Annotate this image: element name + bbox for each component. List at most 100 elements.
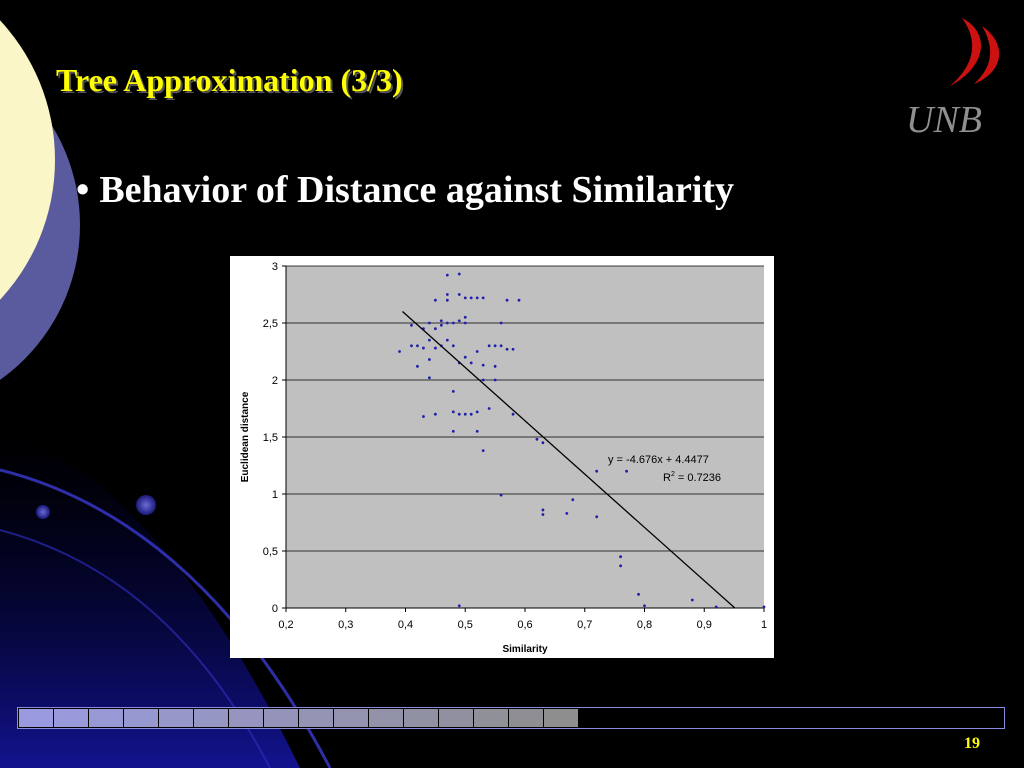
data-point xyxy=(475,350,479,353)
progress-segment xyxy=(194,709,228,727)
data-point xyxy=(487,344,491,348)
data-point xyxy=(433,412,437,416)
data-point xyxy=(451,344,455,348)
data-point xyxy=(625,469,628,473)
scatter-chart-svg: 0 0,5 1 1,5 2 2,5 3 0,2 0,3 0,4 0,5 0,6 0,7 0,8 0,9 1 y… xyxy=(240,261,767,655)
x-tick-label: 0,3 xyxy=(338,619,353,631)
y-tick-label: 0 xyxy=(272,603,278,615)
data-point xyxy=(714,605,718,609)
data-point xyxy=(445,338,449,342)
progress-segment xyxy=(159,709,193,727)
data-point xyxy=(487,407,491,410)
data-point xyxy=(451,321,455,325)
progress-segment xyxy=(404,709,438,727)
r-squared-exponent: 2 xyxy=(671,471,675,478)
data-point xyxy=(433,298,437,302)
data-point xyxy=(469,412,473,416)
data-point xyxy=(433,327,437,331)
progress-segment xyxy=(369,709,403,727)
x-tick-label: 0,7 xyxy=(577,619,592,631)
data-point xyxy=(541,513,545,516)
data-point xyxy=(457,604,461,608)
data-point xyxy=(445,298,449,302)
data-point xyxy=(493,344,497,348)
data-point xyxy=(511,347,515,351)
data-point xyxy=(422,415,425,418)
data-point xyxy=(481,378,485,382)
data-point xyxy=(493,378,497,382)
data-point xyxy=(439,319,443,323)
data-point xyxy=(439,323,443,327)
data-point xyxy=(643,604,646,608)
data-point xyxy=(445,321,449,325)
data-point xyxy=(565,511,569,515)
grid-lines xyxy=(282,265,765,612)
data-point xyxy=(481,296,485,300)
data-point xyxy=(463,321,467,325)
data-point xyxy=(463,412,467,416)
data-point xyxy=(535,437,539,441)
r-squared-value: = 0.7236 xyxy=(675,472,721,484)
progress-segment xyxy=(544,709,578,727)
y-tick-label: 0,5 xyxy=(263,546,278,558)
x-tick-label: 0,6 xyxy=(517,619,532,631)
data-point xyxy=(416,344,419,348)
logo-text: UNB xyxy=(906,99,982,141)
data-point xyxy=(463,296,467,300)
data-point xyxy=(505,347,509,351)
data-point xyxy=(475,296,479,300)
data-point xyxy=(416,364,419,368)
trendline-equation: y = -4.676x + 4.4477 xyxy=(608,454,709,466)
y-tick-label: 2 xyxy=(272,375,278,387)
data-point xyxy=(457,293,461,296)
page-number: 19 xyxy=(964,735,980,752)
slide-title: Tree Approximation (3/3) xyxy=(56,62,403,98)
data-point xyxy=(428,338,431,342)
x-tick-label: 0,5 xyxy=(458,619,473,631)
progress-segment xyxy=(509,709,543,727)
trendline xyxy=(402,311,736,609)
data-point xyxy=(511,412,515,416)
slide-progress-bar xyxy=(17,707,1005,729)
y-axis-label: Euclidean distance xyxy=(240,391,251,482)
x-tick-label: 0,8 xyxy=(637,619,652,631)
data-point xyxy=(457,412,461,416)
x-tick-label: 0,9 xyxy=(697,619,712,631)
data-points xyxy=(398,272,766,609)
bullet-text: Behavior of Distance against Similarity xyxy=(99,169,735,211)
y-tick-label: 1,5 xyxy=(263,432,278,444)
y-tick-label: 2,5 xyxy=(263,318,278,330)
data-point xyxy=(499,344,503,348)
data-point xyxy=(457,319,461,323)
progress-segment xyxy=(89,709,123,727)
data-point xyxy=(451,410,455,414)
data-point xyxy=(445,293,449,296)
unb-logo: UNB xyxy=(900,14,1012,141)
y-tick-label: 3 xyxy=(272,261,278,273)
data-point xyxy=(451,429,455,433)
x-tick-label: 0,4 xyxy=(398,619,413,631)
data-point xyxy=(481,363,485,367)
data-point xyxy=(475,410,479,414)
bullet-marker: • xyxy=(76,169,90,211)
progress-segment xyxy=(19,709,53,727)
data-point xyxy=(469,361,473,365)
data-point xyxy=(475,429,479,433)
x-tick-label: 1 xyxy=(761,619,767,631)
r-squared-prefix: R xyxy=(663,472,671,484)
data-point xyxy=(428,376,431,380)
progress-segment xyxy=(54,709,88,727)
data-point xyxy=(422,346,425,350)
data-point xyxy=(428,358,431,361)
progress-segment xyxy=(124,709,158,727)
data-point xyxy=(762,605,766,609)
scatter-chart: 0 0,5 1 1,5 2 2,5 3 0,2 0,3 0,4 0,5 0,6 0,7 0,8 0,9 1 y… xyxy=(230,256,774,658)
data-point xyxy=(428,321,431,325)
sail-logo-icon xyxy=(950,18,1000,86)
data-point xyxy=(637,592,640,596)
data-point xyxy=(499,321,503,325)
data-point xyxy=(541,441,545,445)
data-point xyxy=(463,315,467,319)
data-point xyxy=(571,498,575,502)
